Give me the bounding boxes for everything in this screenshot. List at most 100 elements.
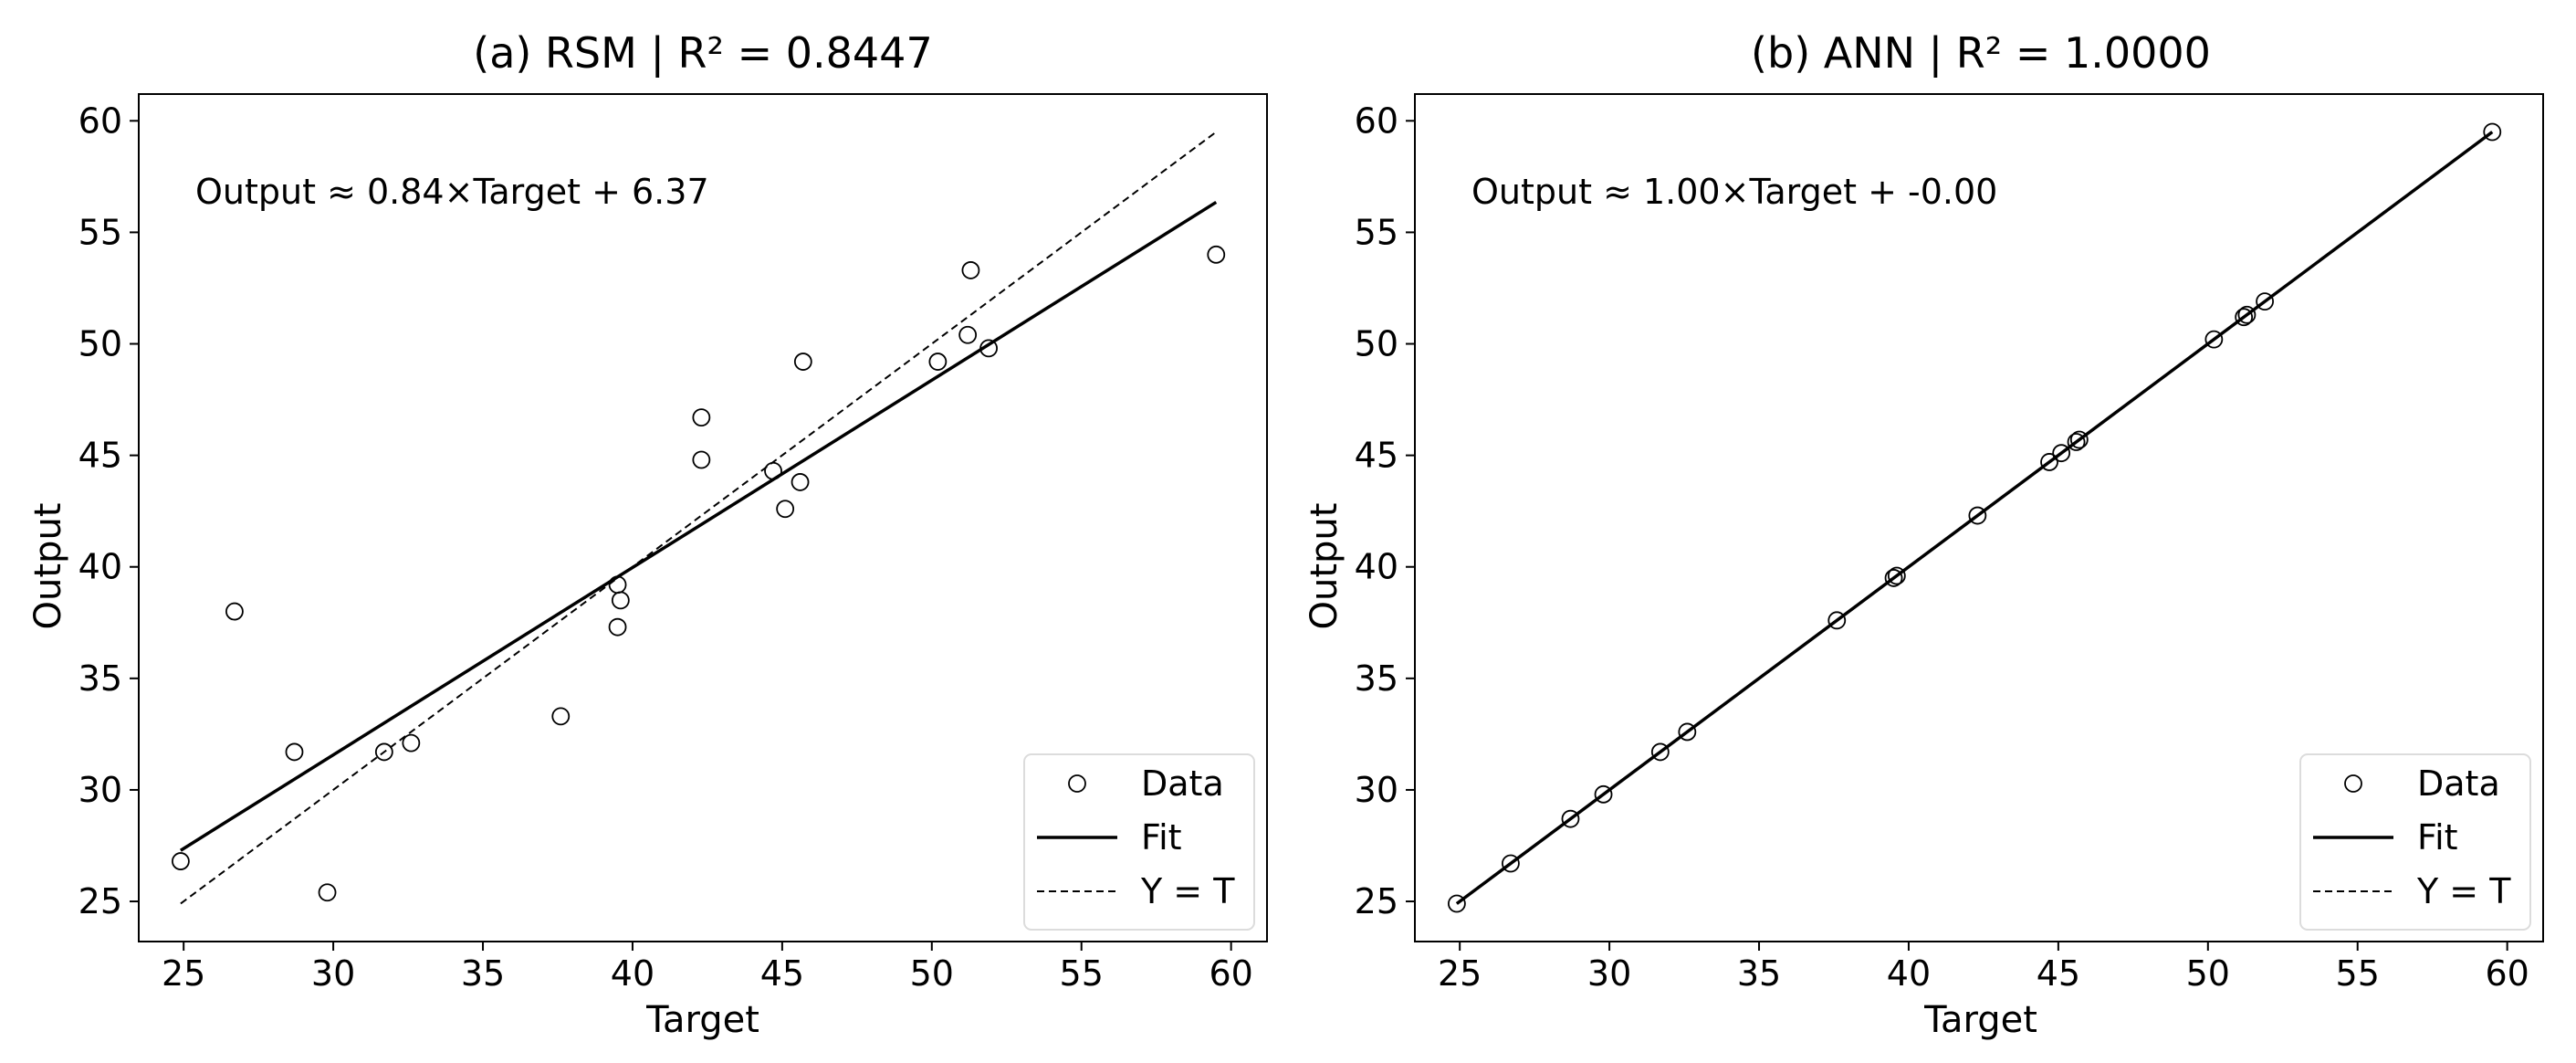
data-point [793, 353, 812, 371]
x-axis-label: Target [1923, 999, 2037, 1041]
plot-lines [179, 131, 1218, 905]
x-tick-label: 50 [2186, 953, 2230, 994]
chart-title: (a) RSM | R² = 0.8447 [473, 28, 932, 79]
fit-equation-annotation: Output ≈ 0.84×Target + 6.37 [195, 172, 709, 212]
legend-data-marker [2344, 774, 2362, 793]
fit-line [179, 200, 1218, 852]
data-point [961, 261, 980, 279]
data-point [2067, 433, 2086, 451]
data-point [608, 617, 627, 637]
panel-rsm: (a) RSM | R² = 0.8447 Target Output Outp… [27, 28, 1268, 1041]
legend-label-reference: Y = T [2416, 871, 2511, 911]
y-tick-label: 60 [1355, 100, 1398, 141]
data-point [2052, 444, 2071, 463]
x-tick-label: 30 [1587, 953, 1631, 994]
y-tick-label: 55 [79, 212, 122, 252]
data-points [1447, 122, 2502, 913]
x-tick-label: 25 [1438, 953, 1482, 994]
data-point [2237, 305, 2257, 324]
data-point [958, 325, 978, 344]
legend-label-fit: Fit [1141, 817, 1182, 858]
data-point [1884, 569, 1903, 587]
x-tick-label: 40 [611, 953, 654, 994]
y-tick-label: 40 [79, 547, 122, 587]
legend: Data Fit Y = T [2299, 753, 2531, 931]
axis-ticks: 25 30 35 40 45 50 55 60 25 30 35 40 45 50 55 60 [1355, 100, 2529, 994]
data-point [608, 575, 627, 595]
data-point [692, 450, 711, 469]
x-tick-label: 55 [1060, 953, 1104, 994]
data-point [776, 500, 795, 519]
x-tick-label: 50 [910, 953, 954, 994]
data-point [2040, 453, 2058, 471]
y-axis-label: Output [27, 503, 69, 630]
y-tick-label: 30 [1355, 770, 1398, 810]
data-point [2256, 292, 2274, 311]
data-point [1968, 506, 1987, 525]
data-point [2483, 122, 2502, 142]
legend-box [2299, 753, 2531, 931]
x-tick-label: 60 [2485, 953, 2529, 994]
x-tick-label: 40 [1887, 953, 1931, 994]
legend-label-reference: Y = T [1140, 871, 1235, 911]
x-tick-label: 45 [2037, 953, 2080, 994]
data-point [225, 602, 244, 621]
y-tick-label: 45 [1355, 436, 1398, 476]
plot-area-frame [1414, 93, 2544, 942]
y-tick-label: 25 [1355, 881, 1398, 921]
data-point [1650, 742, 1670, 762]
chart-title: (b) ANN | R² = 1.0000 [1751, 28, 2211, 79]
legend-label-data: Data [2417, 763, 2500, 804]
panel-ann: (b) ANN | R² = 1.0000 Target Output Outp… [1304, 28, 2544, 1041]
x-axis-label: Target [645, 999, 759, 1041]
data-point [1447, 894, 1466, 913]
reference-line-y-equals-t [180, 131, 1217, 905]
data-point [1594, 784, 1613, 804]
x-tick-label: 35 [461, 953, 505, 994]
x-tick-label: 30 [311, 953, 355, 994]
plot-lines [1455, 131, 2494, 905]
legend: Data Fit Y = T [1023, 753, 1255, 931]
axis-ticks: 25 30 35 40 45 50 55 60 25 30 35 40 45 50 55 60 [79, 100, 1253, 994]
y-axis-label: Output [1304, 503, 1346, 630]
data-point [764, 461, 782, 480]
data-point [374, 742, 393, 762]
data-point [2204, 330, 2224, 349]
data-point [402, 733, 421, 753]
y-tick-label: 35 [79, 658, 122, 699]
data-point [928, 353, 948, 371]
y-tick-label: 50 [1355, 324, 1398, 364]
data-point [171, 852, 190, 870]
data-point [318, 883, 337, 902]
legend-box [1023, 753, 1255, 931]
legend-data-marker [1068, 774, 1086, 793]
x-tick-label: 25 [162, 953, 205, 994]
y-tick-label: 40 [1355, 547, 1398, 587]
data-point [791, 473, 810, 491]
reference-line-y-equals-t [1456, 131, 2493, 905]
data-point [1887, 566, 1906, 585]
plot-area-frame [138, 93, 1268, 942]
x-tick-label: 35 [1737, 953, 1781, 994]
y-tick-label: 55 [1355, 212, 1398, 252]
x-tick-label: 45 [760, 953, 804, 994]
data-point [1561, 809, 1580, 828]
data-point [2235, 308, 2254, 327]
data-point [285, 742, 304, 762]
data-point [979, 339, 998, 358]
y-tick-label: 25 [79, 881, 122, 921]
fit-equation-annotation: Output ≈ 1.00×Target + -0.00 [1471, 172, 1997, 212]
y-tick-label: 35 [1355, 658, 1398, 699]
y-tick-label: 60 [79, 100, 122, 141]
data-point [1502, 854, 1520, 873]
data-points [171, 245, 1226, 902]
x-tick-label: 55 [2336, 953, 2380, 994]
y-tick-label: 45 [79, 436, 122, 476]
y-tick-label: 30 [79, 770, 122, 810]
data-point [1678, 722, 1697, 742]
data-point [1827, 611, 1847, 630]
x-tick-label: 60 [1209, 953, 1252, 994]
data-point [692, 408, 711, 427]
data-point [2069, 430, 2089, 449]
